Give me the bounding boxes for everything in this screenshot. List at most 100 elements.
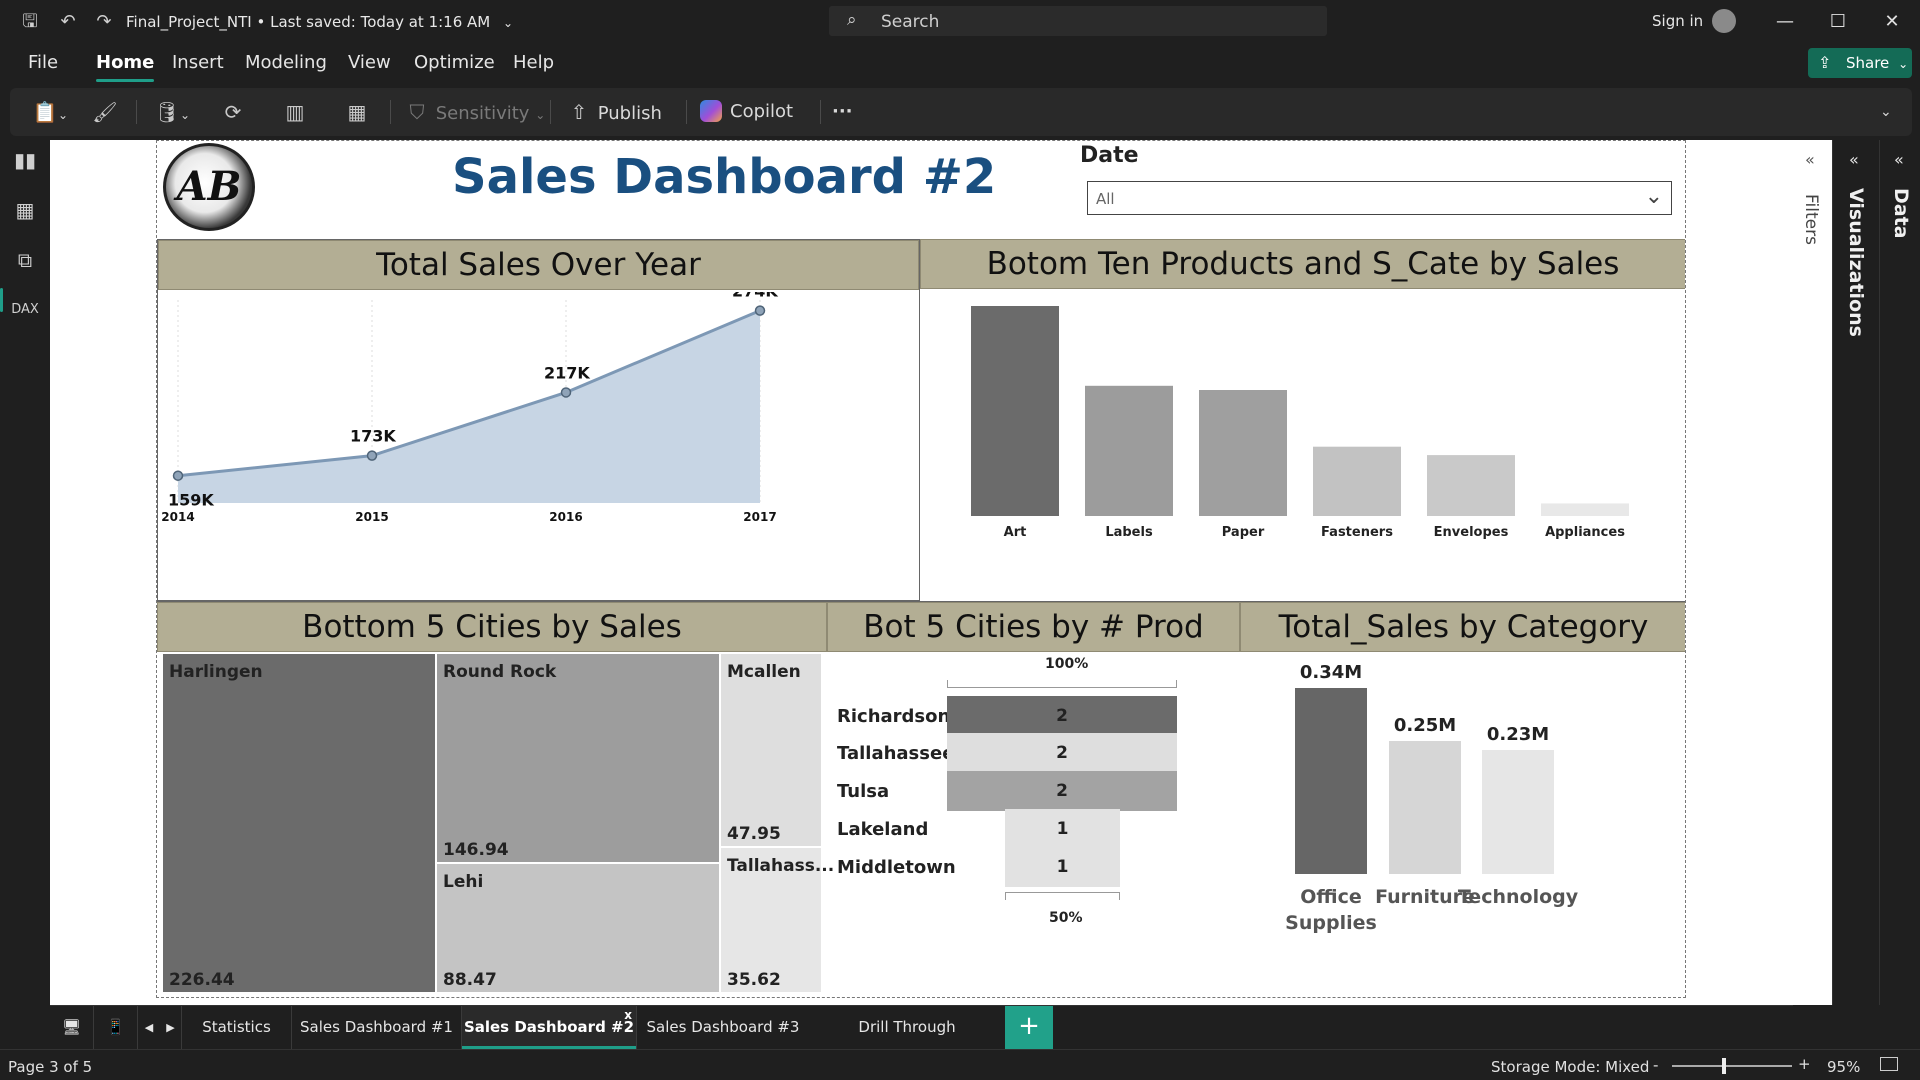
- avatar-icon[interactable]: [1712, 9, 1736, 33]
- visualizations-pane[interactable]: « Visualizations: [1832, 140, 1879, 1005]
- category-bar[interactable]: [1389, 741, 1461, 874]
- filters-pane[interactable]: « Filters: [1793, 140, 1832, 1005]
- treemap-chart[interactable]: Harlingen 226.44 Round Rock 146.94 Lehi …: [157, 652, 834, 997]
- scroll-left-icon[interactable]: ◀: [144, 1021, 154, 1034]
- new-measure-button[interactable]: ▦: [344, 98, 370, 126]
- ribbon-collapse-chevron-icon[interactable]: ⌄: [1880, 104, 1892, 120]
- page-tab-statistics[interactable]: Statistics: [182, 1006, 292, 1049]
- x-tick-label: 2015: [355, 510, 388, 524]
- view-rail: ▮▮ ▦ ⧉ DAX: [0, 140, 50, 1005]
- chevron-left-icon[interactable]: «: [1849, 150, 1859, 169]
- category-bar[interactable]: [1482, 750, 1554, 874]
- data-point: [172, 470, 184, 481]
- get-data-button[interactable]: 🛢⌄: [154, 100, 191, 124]
- close-icon[interactable]: x: [624, 1008, 632, 1022]
- report-page: AB Sales Dashboard #2 Date All ⌄ Total S…: [156, 140, 1686, 998]
- fit-to-page-icon[interactable]: [1880, 1057, 1898, 1071]
- share-button[interactable]: ⇪ Share ⌄: [1808, 48, 1912, 78]
- menu-help[interactable]: Help: [513, 52, 555, 73]
- zoom-slider[interactable]: [1672, 1065, 1792, 1067]
- funnel-bar[interactable]: 2: [947, 771, 1177, 811]
- paste-button[interactable]: 📋⌄: [32, 100, 69, 124]
- date-slicer-dropdown[interactable]: All ⌄: [1087, 181, 1672, 215]
- add-page-button[interactable]: +: [1005, 1006, 1053, 1049]
- storage-mode: Storage Mode: Mixed: [1491, 1058, 1650, 1076]
- new-visual-button[interactable]: ▥: [282, 98, 308, 126]
- redo-icon[interactable]: ↷: [96, 11, 112, 32]
- page-tab-sales-dashboard-1[interactable]: Sales Dashboard #1: [292, 1006, 462, 1049]
- category-chart[interactable]: 0.34M 0.25M 0.23M Office Supplies Furnit…: [1240, 652, 1685, 997]
- chevron-left-icon[interactable]: «: [1805, 150, 1815, 169]
- sign-in-link[interactable]: Sign in: [1652, 12, 1704, 30]
- chevron-down-icon: ⌄: [503, 16, 514, 30]
- x-tick-label: 2017: [743, 510, 776, 524]
- data-label: 173K: [350, 427, 396, 446]
- dax-query-icon[interactable]: DAX: [11, 302, 39, 317]
- filters-pane-label[interactable]: Filters: [1801, 194, 1821, 245]
- data-pane[interactable]: « Data: [1879, 140, 1920, 1005]
- mobile-layout-icon[interactable]: 📱: [94, 1006, 138, 1049]
- sensitivity-button[interactable]: ⛉ Sensitivity ⌄: [404, 98, 546, 126]
- treemap-cell-harlingen[interactable]: Harlingen 226.44: [163, 654, 435, 992]
- bar: [1199, 390, 1287, 516]
- publish-button[interactable]: ⇧ Publish: [566, 98, 662, 126]
- category-bar[interactable]: [1295, 688, 1367, 874]
- x-tick-label: Fasteners: [1321, 525, 1393, 540]
- visualizations-pane-label[interactable]: Visualizations: [1845, 188, 1867, 337]
- menu-home[interactable]: Home: [96, 52, 155, 82]
- treemap-cell-tallahassee[interactable]: Tallahass... 35.62: [721, 848, 834, 992]
- funnel-chart[interactable]: 100% Richardson 2 Tallahassee 2 Tulsa 2 …: [827, 652, 1240, 997]
- menu-modeling[interactable]: Modeling: [245, 52, 327, 73]
- zoom-in-icon[interactable]: +: [1798, 1055, 1811, 1073]
- undo-icon[interactable]: ↶: [60, 11, 76, 32]
- category-value-label: 0.23M: [1486, 724, 1550, 745]
- bar-chart-panel[interactable]: Botom Ten Products and S_Cate by Sales A…: [920, 239, 1686, 601]
- funnel-bar[interactable]: 1: [1005, 809, 1120, 849]
- chevron-left-icon[interactable]: «: [1894, 150, 1904, 169]
- page-tab-label: Sales Dashboard #2: [463, 1018, 635, 1036]
- zoom-out-icon[interactable]: -: [1653, 1056, 1659, 1074]
- format-painter-button[interactable]: 🖌: [92, 98, 118, 126]
- funnel-bar[interactable]: 1: [1005, 847, 1120, 887]
- funnel-bar[interactable]: 2: [947, 696, 1177, 736]
- bar-chart[interactable]: Art Labels Paper Fasteners Envelopes Applianc…: [920, 291, 1686, 599]
- copilot-button[interactable]: Copilot: [700, 98, 793, 126]
- menu-file[interactable]: File: [28, 52, 59, 73]
- menu-optimize[interactable]: Optimize: [414, 52, 495, 73]
- model-view-icon[interactable]: ⧉: [17, 248, 33, 272]
- save-icon[interactable]: 🖫: [22, 11, 38, 32]
- close-icon[interactable]: ✕: [1884, 11, 1900, 32]
- treemap-cell-mcallen[interactable]: Mcallen 47.95: [721, 654, 821, 846]
- treemap-title: Bottom 5 Cities by Sales: [157, 602, 827, 652]
- page-tab-drill-through[interactable]: Drill Through: [858, 1018, 956, 1036]
- desktop-layout-icon[interactable]: 🖥: [50, 1006, 94, 1049]
- refresh-button[interactable]: ⟳: [220, 98, 246, 126]
- funnel-top-percent: 100%: [1045, 656, 1089, 672]
- menu-view[interactable]: View: [348, 52, 391, 73]
- menu-insert[interactable]: Insert: [172, 52, 224, 73]
- logo: AB: [163, 143, 255, 231]
- series-line: [177, 309, 761, 478]
- search-input[interactable]: ⌕ Search: [829, 6, 1327, 36]
- page-tab-sales-dashboard-2[interactable]: Sales Dashboard #2 x: [462, 1006, 637, 1049]
- funnel-bar[interactable]: 2: [947, 733, 1177, 773]
- report-view-icon[interactable]: ▮▮: [13, 148, 36, 172]
- table-view-icon[interactable]: ▦: [15, 198, 35, 222]
- page-tabs-bar: 🖥 📱 ◀ ▶ Statistics Sales Dashboard #1 Sa…: [50, 1005, 1793, 1049]
- search-label: Search: [881, 12, 940, 32]
- treemap-cell-lehi[interactable]: Lehi 88.47: [437, 864, 719, 992]
- minimize-icon[interactable]: —: [1776, 11, 1794, 32]
- share-icon: ⇪: [1818, 53, 1832, 72]
- funnel-top-scale: [947, 680, 1177, 688]
- file-title[interactable]: Final_Project_NTI • Last saved: Today at…: [126, 13, 514, 31]
- line-chart-panel[interactable]: Total Sales Over Year 159K 2014 173K 2015 21…: [157, 239, 920, 601]
- copilot-label: Copilot: [730, 101, 794, 122]
- treemap-cell-round-rock[interactable]: Round Rock 146.94: [437, 654, 719, 862]
- page-tab-sales-dashboard-3[interactable]: Sales Dashboard #3: [646, 1018, 800, 1036]
- scroll-right-icon[interactable]: ▶: [160, 1006, 182, 1049]
- zoom-slider-thumb[interactable]: [1722, 1058, 1726, 1074]
- maximize-icon[interactable]: ☐: [1829, 11, 1847, 32]
- data-pane-label[interactable]: Data: [1890, 188, 1912, 239]
- more-options-button[interactable]: ···: [832, 101, 853, 122]
